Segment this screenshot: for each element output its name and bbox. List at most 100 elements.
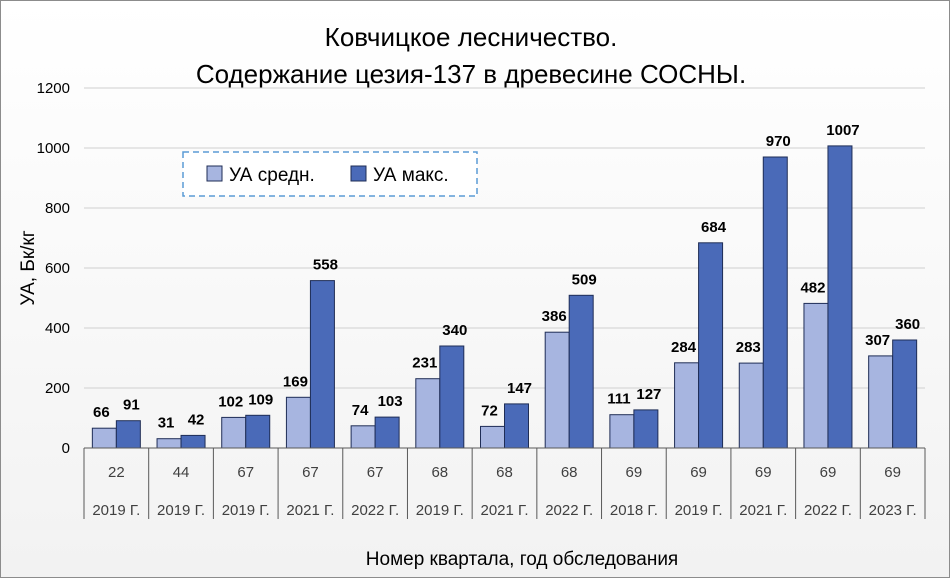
bar: [285, 396, 311, 449]
data-label: 109: [248, 391, 273, 408]
category-label-year: 2021 Г.: [286, 502, 334, 519]
bar: [439, 345, 465, 449]
y-tick-label: 400: [45, 320, 70, 337]
bar: [698, 242, 724, 449]
bar: [91, 427, 117, 449]
y-axis-label: УА, Бк/кг: [18, 230, 39, 305]
bar: [415, 378, 441, 449]
y-tick-label: 800: [45, 200, 70, 217]
data-label: 103: [378, 393, 403, 410]
bar: [221, 416, 247, 449]
data-label: 386: [542, 308, 567, 325]
category-label-year: 2023 Г.: [869, 502, 917, 519]
category-label-quarter: 44: [173, 464, 190, 481]
legend-swatch-avg: [206, 165, 223, 182]
legend-box: [182, 151, 478, 197]
data-label: 91: [123, 397, 140, 414]
data-label: 1007: [826, 122, 859, 139]
bar: [374, 416, 400, 449]
category-label-quarter: 67: [302, 464, 319, 481]
data-label: 970: [766, 133, 791, 150]
y-tick-label: 600: [45, 260, 70, 277]
category-label-year: 2018 Г.: [610, 502, 658, 519]
category-label-year: 2021 Г.: [481, 502, 529, 519]
data-label: 360: [895, 316, 920, 333]
legend: УА средн. УА макс.: [182, 151, 478, 197]
category-label-year: 2019 Г.: [92, 502, 140, 519]
data-labels: 66 91 31 42 102 109 169 558 74 103 231 340 72 147 386 5…: [93, 122, 920, 432]
category-label-year: 2019 Г.: [222, 502, 270, 519]
data-label: 509: [572, 271, 597, 288]
x-axis-label: Номер квартала, год обследования: [366, 549, 678, 570]
category-label-year: 2019 Г.: [416, 502, 464, 519]
y-tick-label: 1200: [37, 80, 70, 97]
bar: [633, 409, 659, 449]
bar: [115, 420, 141, 449]
data-label: 31: [158, 415, 175, 432]
bar: [738, 362, 764, 449]
category-label-year: 2019 Г.: [157, 502, 205, 519]
category-label-quarter: 67: [367, 464, 384, 481]
category-label-year: 2022 Г.: [351, 502, 399, 519]
data-label: 307: [865, 332, 890, 349]
data-label: 111: [607, 391, 630, 408]
data-label: 42: [188, 411, 205, 428]
category-label-year: 2022 Г.: [545, 502, 593, 519]
bar: [180, 434, 206, 449]
bar: [568, 294, 594, 449]
category-label-quarter: 69: [820, 464, 837, 481]
bar: [803, 302, 829, 449]
data-label: 127: [636, 386, 661, 403]
bar: [156, 438, 182, 449]
data-label: 284: [671, 339, 697, 356]
bar: [504, 403, 529, 449]
data-label: 66: [93, 404, 110, 421]
category-label-year: 2019 Г.: [675, 502, 723, 519]
data-label: 482: [800, 279, 825, 296]
category-label-year: 2021 Г.: [739, 502, 787, 519]
category-label-quarter: 69: [690, 464, 707, 481]
bar: [674, 362, 700, 449]
bar: [350, 425, 376, 449]
y-tick-label: 0: [62, 440, 70, 457]
category-label-quarter: 69: [626, 464, 643, 481]
data-label: 283: [736, 339, 761, 356]
bar: [609, 414, 635, 449]
bar: [762, 156, 788, 449]
bar: [868, 355, 894, 449]
y-tick-label: 200: [45, 380, 70, 397]
chart-title-line-2: Содержание цезия-137 в древесине СОСНЫ.: [196, 59, 746, 89]
data-label: 169: [283, 373, 308, 390]
category-label-quarter: 69: [755, 464, 772, 481]
bar: [827, 145, 853, 449]
y-tick-label: 1000: [37, 140, 70, 157]
data-label: 558: [313, 257, 338, 274]
category-label-year: 2022 Г.: [804, 502, 852, 519]
category-label-quarter: 68: [431, 464, 448, 481]
category-label-quarter: 67: [237, 464, 254, 481]
bar: [245, 414, 271, 449]
bar: [480, 425, 505, 449]
category-axis: 22 2019 Г. 44 2019 Г. 67 2019 Г. 67 2021 Г. 67 20…: [83, 447, 926, 519]
category-label-quarter: 22: [108, 464, 125, 481]
data-label: 684: [701, 219, 727, 236]
legend-swatch-max: [350, 165, 367, 182]
data-label: 74: [352, 402, 369, 419]
bar: [892, 339, 918, 449]
y-tick-labels: 0 200 400 600 800 1000 1200: [37, 80, 70, 457]
category-label-quarter: 68: [561, 464, 578, 481]
data-label: 231: [412, 355, 437, 372]
bars: [91, 145, 918, 449]
gridlines: [84, 87, 925, 389]
category-label-quarter: 68: [496, 464, 513, 481]
bar: [544, 331, 570, 449]
bar: [309, 280, 335, 449]
legend-label-avg: УА средн.: [229, 165, 315, 186]
chart-title-line-1: Ковчицкое лесничество.: [325, 22, 618, 52]
category-label-quarter: 69: [884, 464, 901, 481]
data-label: 72: [481, 402, 498, 419]
data-label: 147: [507, 380, 532, 397]
data-label: 340: [442, 322, 467, 339]
